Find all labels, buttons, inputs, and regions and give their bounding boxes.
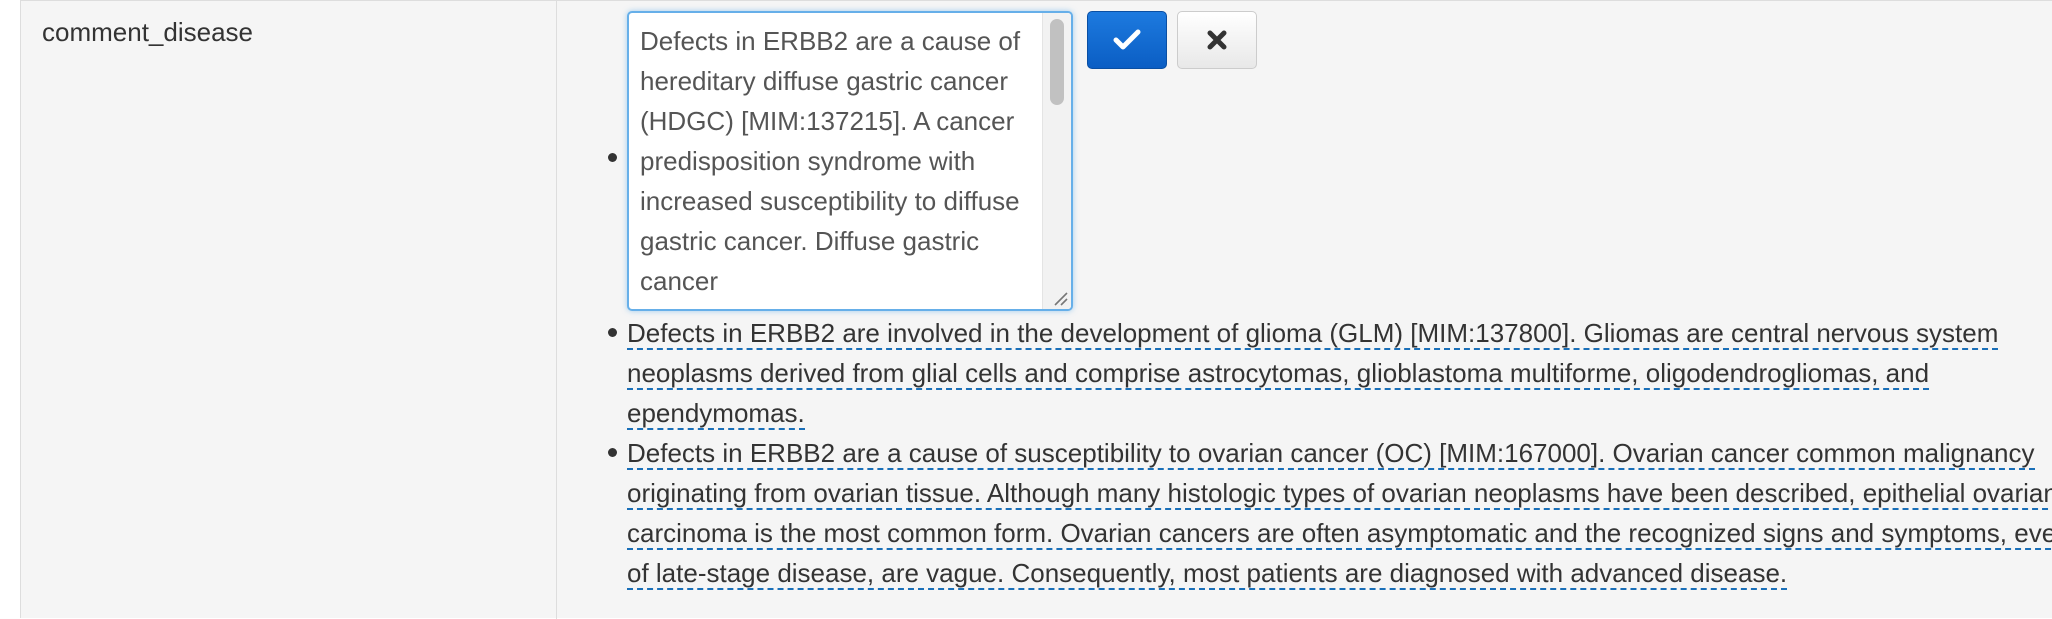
check-icon xyxy=(1113,29,1141,50)
close-icon xyxy=(1207,30,1227,50)
resize-grip-icon[interactable] xyxy=(1051,289,1069,307)
inline-edit-textarea[interactable]: Defects in ERBB2 are a cause of heredita… xyxy=(627,11,1073,311)
cancel-button[interactable] xyxy=(1177,11,1257,69)
field-value-cell: Defects in ERBB2 are a cause of heredita… xyxy=(558,1,2052,619)
textarea-content[interactable]: Defects in ERBB2 are a cause of heredita… xyxy=(640,26,1021,296)
editable-value-link[interactable]: Defects in ERBB2 are a cause of suscepti… xyxy=(627,438,2052,590)
editable-value-text[interactable]: Defects in ERBB2 are involved in the dev… xyxy=(627,313,2052,433)
editable-value-text[interactable]: Defects in ERBB2 are a cause of suscepti… xyxy=(627,433,2052,593)
textarea-scrollbar[interactable] xyxy=(1042,13,1071,309)
bullet xyxy=(608,448,617,457)
bullet xyxy=(608,328,617,337)
field-key-label: comment_disease xyxy=(42,17,253,47)
editable-value-link[interactable]: Defects in ERBB2 are involved in the dev… xyxy=(627,318,1999,430)
scrollbar-thumb[interactable] xyxy=(1050,19,1064,105)
field-row: comment_disease Defects in ERBB2 are a c… xyxy=(20,0,2052,619)
save-button[interactable] xyxy=(1087,11,1167,69)
bullet xyxy=(608,153,617,162)
field-key-cell: comment_disease xyxy=(21,1,557,619)
